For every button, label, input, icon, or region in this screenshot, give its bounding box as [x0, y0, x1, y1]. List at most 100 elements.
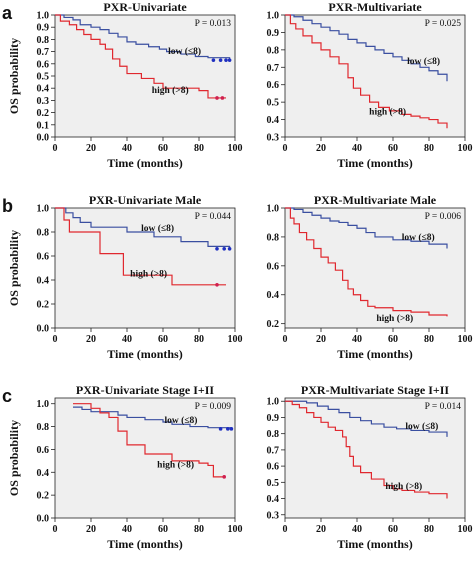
censor-mark-low — [224, 58, 228, 62]
y-tick-label: 0.4 — [267, 290, 280, 301]
censor-mark-low — [229, 427, 234, 431]
chart-title: PXR-Multivariate — [328, 0, 422, 14]
y-tick-label: 1.0 — [267, 11, 280, 22]
y-tick-label: 0.3 — [37, 96, 50, 107]
plot-area — [54, 397, 236, 519]
y-tick-label: 0.9 — [267, 28, 280, 39]
p-value-label: P = 0.025 — [425, 19, 462, 29]
x-tick-label: 20 — [316, 143, 326, 154]
y-tick-label: 0.2 — [37, 300, 50, 311]
x-tick-label: 0 — [53, 334, 58, 345]
y-tick-label: 0.8 — [267, 232, 280, 243]
y-tick-label: 0.9 — [267, 413, 280, 424]
x-tick-label: 80 — [194, 334, 204, 345]
censor-mark-low — [227, 58, 232, 62]
y-tick-label: 0.7 — [267, 63, 280, 74]
x-tick-label: 0 — [53, 524, 58, 535]
y-tick-label: 0.4 — [267, 115, 280, 126]
series-low-line — [55, 14, 231, 61]
y-tick-label: 0.4 — [37, 276, 50, 287]
censor-mark-low — [218, 58, 223, 62]
series-high-line — [73, 403, 225, 478]
series-high-annotation: high (>8) — [157, 460, 194, 471]
censor-mark-low — [218, 427, 223, 431]
series-high-annotation: high (>8) — [152, 85, 189, 96]
y-tick-label: 0.7 — [37, 47, 50, 58]
x-axis-label: Time (months) — [337, 347, 412, 361]
series-low-line — [285, 14, 448, 82]
plot-area — [284, 207, 466, 329]
y-tick-label: 0.3 — [267, 510, 280, 521]
y-tick-label: 1.0 — [267, 204, 280, 215]
y-tick-label: 0.6 — [267, 462, 280, 473]
x-tick-label: 100 — [228, 334, 243, 345]
series-high-line — [55, 207, 226, 286]
y-tick-label: 0.8 — [267, 45, 280, 56]
x-tick-label: 0 — [283, 143, 288, 154]
x-tick-label: 60 — [388, 524, 398, 535]
plot-area — [54, 207, 236, 329]
y-tick-label: 0.6 — [267, 261, 280, 272]
series-high-line — [285, 207, 448, 317]
y-tick-label: 0.8 — [267, 429, 280, 440]
chart-a-left: PXR-Univariate P = 0.013 0 20 40 60 80 100 0.0 0.… — [7, 0, 243, 170]
censor-mark-high — [215, 96, 219, 100]
series-low-annotation: low (≤8) — [405, 421, 438, 432]
p-value-label: P = 0.006 — [425, 212, 462, 222]
y-tick-label: 0.7 — [267, 445, 280, 456]
x-tick-label: 100 — [228, 143, 243, 154]
series-high-line — [55, 14, 226, 99]
series-high-annotation: high (>8) — [376, 313, 413, 324]
y-tick-label: 0.5 — [267, 478, 280, 489]
censor-mark-high — [215, 283, 219, 287]
p-value-label: P = 0.044 — [195, 212, 232, 222]
y-tick-label: 0.8 — [37, 35, 50, 46]
x-tick-label: 60 — [388, 143, 398, 154]
plot-area — [284, 397, 466, 519]
y-tick-label: 0.4 — [267, 494, 280, 505]
y-tick-label: 0.0 — [37, 133, 50, 144]
y-tick-label: 0.5 — [37, 72, 50, 83]
x-tick-label: 40 — [352, 524, 362, 535]
y-tick-label: 0.8 — [37, 228, 50, 239]
series-low-line — [55, 207, 231, 249]
y-tick-label: 1.0 — [37, 204, 50, 215]
x-tick-label: 40 — [122, 524, 132, 535]
x-tick-label: 20 — [86, 143, 96, 154]
series-high-annotation: high (>8) — [130, 268, 167, 279]
x-tick-label: 60 — [158, 524, 168, 535]
series-low-line — [73, 406, 232, 429]
panel-letter-c: c — [2, 386, 12, 406]
x-axis-label: Time (months) — [107, 347, 182, 361]
chart-title: PXR-Univariate Male — [89, 193, 202, 207]
x-axis-label: Time (months) — [337, 156, 412, 170]
chart-title: PXR-Multivariate Stage I+II — [301, 383, 449, 397]
y-tick-label: 0.6 — [37, 445, 50, 456]
y-tick-label: 1.0 — [37, 399, 50, 410]
y-tick-label: 0.0 — [37, 324, 50, 335]
x-tick-label: 100 — [458, 334, 473, 345]
censor-mark-low — [222, 247, 226, 251]
y-tick-label: 0.4 — [37, 84, 50, 95]
x-tick-label: 80 — [424, 524, 434, 535]
x-tick-label: 60 — [388, 334, 398, 345]
series-low-annotation: low (≤8) — [407, 56, 440, 67]
series-high-line — [285, 14, 448, 129]
x-tick-label: 40 — [352, 143, 362, 154]
x-tick-label: 20 — [316, 524, 326, 535]
chart-c-left: PXR-Univariate Stage I+II P = 0.009 0 20 40 6… — [7, 383, 243, 551]
y-tick-label: 0.6 — [37, 59, 50, 70]
series-low-annotation: low (≤8) — [402, 232, 435, 243]
p-value-label: P = 0.009 — [195, 402, 232, 412]
chart-c-right: PXR-Multivariate Stage I+II P = 0.014 0 20 4… — [267, 383, 473, 551]
panel-letter-a: a — [2, 3, 13, 23]
chart-title: PXR-Multivariate Male — [314, 193, 437, 207]
x-tick-label: 80 — [194, 143, 204, 154]
series-high-annotation: high (>8) — [385, 481, 422, 492]
x-tick-label: 0 — [283, 334, 288, 345]
x-tick-label: 20 — [86, 334, 96, 345]
x-tick-label: 100 — [458, 143, 473, 154]
censor-mark-high — [222, 475, 226, 479]
y-axis-label: OS probability — [7, 420, 21, 496]
chart-title: PXR-Univariate Stage I+II — [76, 383, 214, 397]
